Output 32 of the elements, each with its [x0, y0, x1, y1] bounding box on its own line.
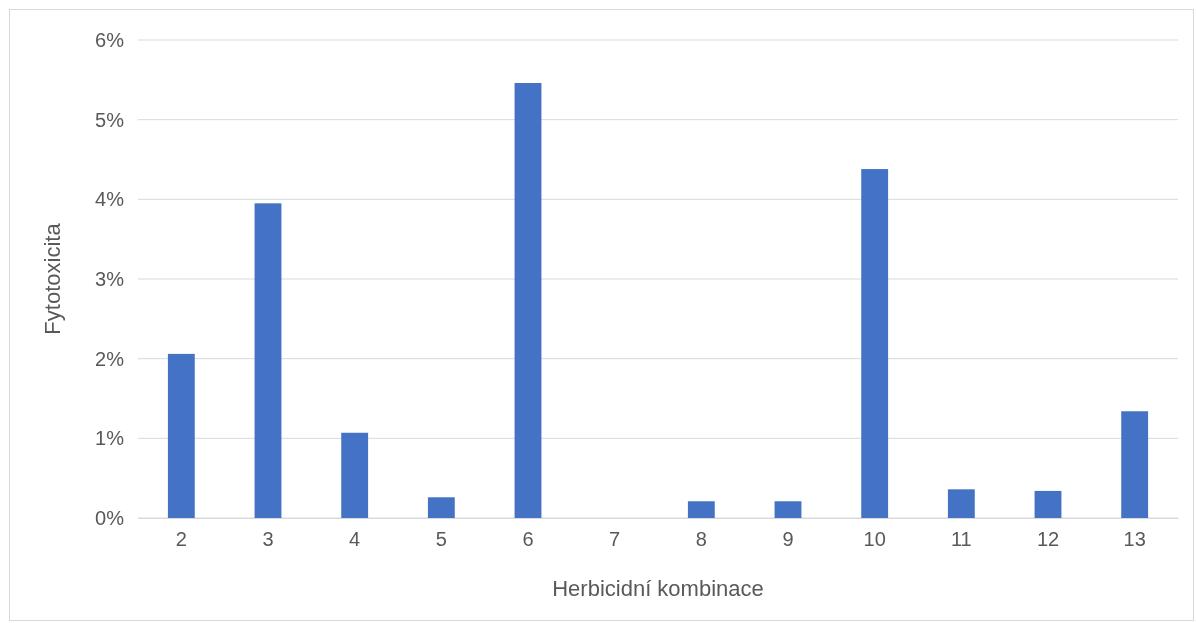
x-tick-label: 5: [435, 528, 447, 551]
x-tick-label: 6: [522, 528, 534, 551]
x-tick-label: 12: [1036, 528, 1060, 551]
y-tick-label: 2%: [95, 347, 125, 370]
bar: [427, 497, 455, 518]
bar: [1034, 490, 1062, 518]
x-tick-label: 9: [782, 528, 794, 551]
x-tick-label: 8: [695, 528, 707, 551]
bar: [514, 83, 542, 518]
bar: [947, 489, 975, 518]
x-tick-label: 3: [262, 528, 274, 551]
bar: [861, 169, 889, 518]
bar: [1121, 411, 1149, 518]
x-tick-label: 11: [950, 528, 972, 551]
bar: [254, 203, 282, 518]
y-tick-label: 5%: [95, 108, 125, 131]
bar: [167, 353, 195, 518]
bar: [687, 501, 715, 518]
y-tick-label: 4%: [95, 188, 125, 211]
x-tick-label: 13: [1123, 528, 1146, 551]
y-axis-title: Fytotoxicita: [40, 222, 65, 335]
y-tick-label: 1%: [95, 427, 125, 450]
x-tick-label: 4: [349, 528, 361, 551]
y-tick-label: 0%: [95, 506, 125, 529]
x-tick-label: 7: [609, 528, 621, 551]
x-tick-label: 10: [863, 528, 886, 551]
bar: [774, 501, 802, 518]
x-axis-title: Herbicidní kombinace: [552, 576, 764, 601]
y-tick-label: 3%: [95, 267, 125, 290]
y-tick-label: 6%: [95, 28, 125, 51]
bar: [341, 432, 369, 518]
x-tick-label: 2: [175, 528, 187, 551]
